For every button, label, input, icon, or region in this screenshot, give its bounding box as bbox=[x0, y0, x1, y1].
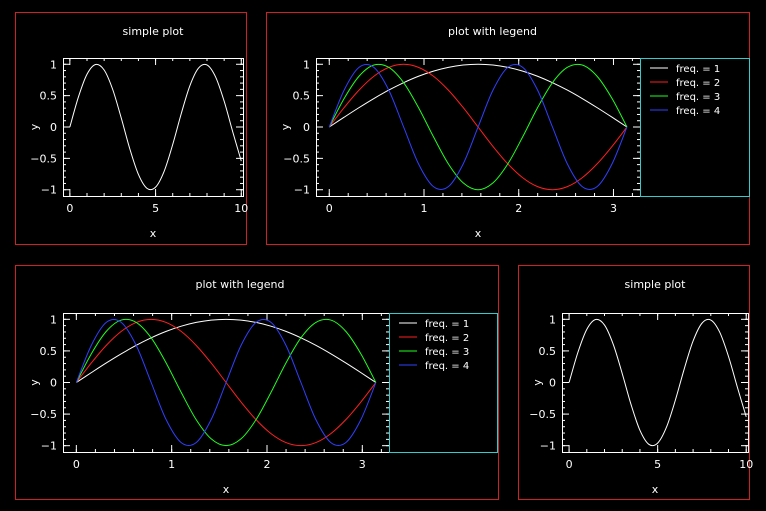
chart-panel-4: simple plot 0 5 10 −1 −0.5 0 0.5 1 x y bbox=[518, 265, 753, 500]
y-tick-label: −1 bbox=[41, 184, 57, 197]
legend-label: freq. = 4 bbox=[425, 361, 469, 372]
y-tick-label: 1 bbox=[50, 58, 57, 71]
y-tick-label: 1 bbox=[50, 313, 57, 326]
y-tick-label: 0.5 bbox=[40, 90, 58, 103]
panel-frame bbox=[15, 265, 499, 500]
y-tick-label: 1 bbox=[549, 313, 556, 326]
legend-label: freq. = 4 bbox=[676, 106, 720, 117]
chart-title: simple plot bbox=[123, 25, 185, 38]
y-tick-label: −1 bbox=[294, 184, 310, 197]
y-tick-label: −1 bbox=[41, 440, 57, 453]
x-tick-label: 1 bbox=[168, 458, 175, 471]
y-axis-label: y bbox=[28, 379, 41, 386]
chart-title: plot with legend bbox=[196, 278, 285, 291]
legend-box bbox=[640, 58, 750, 197]
y-tick-label: 0.5 bbox=[40, 345, 58, 358]
legend-label: freq. = 2 bbox=[676, 78, 720, 89]
series-line-3 bbox=[328, 63, 628, 191]
y-tick-label: 0 bbox=[50, 121, 57, 134]
y-tick-label: −0.5 bbox=[30, 408, 57, 421]
x-tick-label: 0 bbox=[326, 202, 333, 215]
x-tick-label: 3 bbox=[359, 458, 366, 471]
y-tick-label: 0.5 bbox=[293, 90, 311, 103]
legend-label: freq. = 1 bbox=[676, 64, 720, 75]
y-tick-label: −0.5 bbox=[283, 152, 310, 165]
x-tick-label: 0 bbox=[66, 202, 73, 215]
x-tick-label: 2 bbox=[515, 202, 522, 215]
y-tick-label: 0 bbox=[303, 121, 310, 134]
legend-box bbox=[389, 313, 498, 453]
x-tick-label: 10 bbox=[234, 202, 248, 215]
legend-label: freq. = 2 bbox=[425, 333, 469, 344]
panel-frame bbox=[266, 12, 750, 245]
x-tick-label: 0 bbox=[73, 458, 80, 471]
y-tick-label: −0.5 bbox=[529, 408, 556, 421]
panel-frame bbox=[518, 265, 750, 500]
series-line-4 bbox=[75, 319, 377, 446]
y-tick-label: 0 bbox=[50, 377, 57, 390]
series-line-4 bbox=[328, 64, 628, 190]
series-line-3 bbox=[75, 318, 377, 447]
x-axis-label: x bbox=[223, 483, 230, 496]
y-axis-label: y bbox=[28, 123, 41, 130]
legend-label: freq. = 3 bbox=[676, 92, 720, 103]
series-line-1 bbox=[568, 318, 747, 447]
chart-title: simple plot bbox=[625, 278, 687, 291]
x-tick-label: 2 bbox=[263, 458, 270, 471]
chart-panel-3: plot with legend 0 1 2 3 −1 −0.5 0 0.5 1 x y freq. =… bbox=[15, 265, 499, 500]
y-tick-label: −1 bbox=[540, 440, 556, 453]
y-axis-label: y bbox=[531, 379, 544, 386]
chart-panel-2: plot with legend 0 1 2 3 −1 −0.5 0 0.5 1 x y freq. =… bbox=[266, 12, 750, 245]
y-tick-label: 0 bbox=[549, 377, 556, 390]
chart-panel-1: simple plot 0 5 10 −1 −0.5 0 0.5 1 x y bbox=[15, 12, 248, 245]
series-line-1 bbox=[328, 63, 628, 128]
series-line-1 bbox=[69, 63, 242, 191]
y-tick-label: 1 bbox=[303, 58, 310, 71]
x-tick-label: 1 bbox=[421, 202, 428, 215]
y-axis-label: y bbox=[279, 123, 292, 130]
x-tick-label: 10 bbox=[739, 458, 753, 471]
chart-title: plot with legend bbox=[448, 25, 537, 38]
x-tick-label: 3 bbox=[610, 202, 617, 215]
panel-frame bbox=[15, 12, 247, 245]
series-line-1 bbox=[76, 318, 377, 383]
x-axis-label: x bbox=[652, 483, 659, 496]
x-tick-label: 5 bbox=[654, 458, 661, 471]
x-axis-label: x bbox=[150, 227, 157, 240]
legend-label: freq. = 1 bbox=[425, 319, 469, 330]
legend-label: freq. = 3 bbox=[425, 347, 469, 358]
x-axis-label: x bbox=[475, 227, 482, 240]
x-tick-label: 5 bbox=[152, 202, 159, 215]
y-tick-label: 0.5 bbox=[539, 345, 557, 358]
x-tick-label: 0 bbox=[566, 458, 573, 471]
y-tick-label: −0.5 bbox=[30, 152, 57, 165]
